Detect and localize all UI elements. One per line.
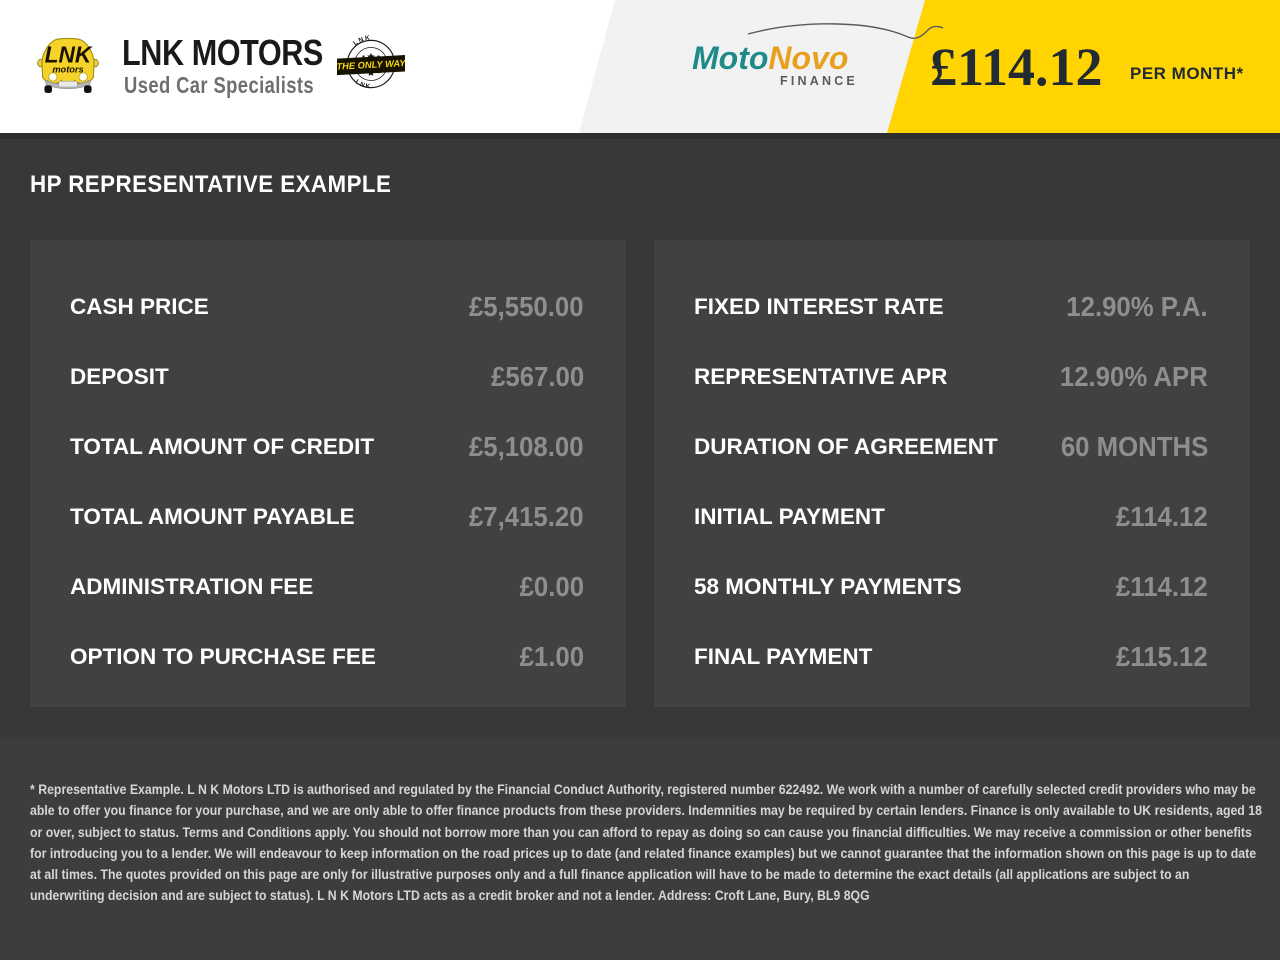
svg-text:LNK: LNK: [352, 35, 371, 48]
svg-text:LNK: LNK: [45, 42, 93, 68]
svg-text:motors: motors: [52, 65, 83, 75]
